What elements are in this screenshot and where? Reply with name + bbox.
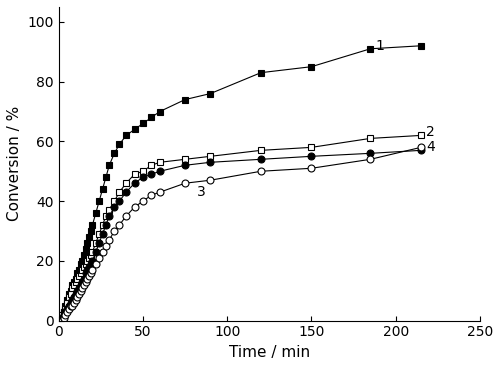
Text: 2: 2 [426, 126, 435, 139]
Text: 1: 1 [376, 39, 384, 53]
Text: 4: 4 [426, 140, 435, 155]
Y-axis label: Conversion / %: Conversion / % [7, 106, 22, 221]
Text: 3: 3 [197, 185, 205, 199]
X-axis label: Time / min: Time / min [229, 345, 310, 360]
